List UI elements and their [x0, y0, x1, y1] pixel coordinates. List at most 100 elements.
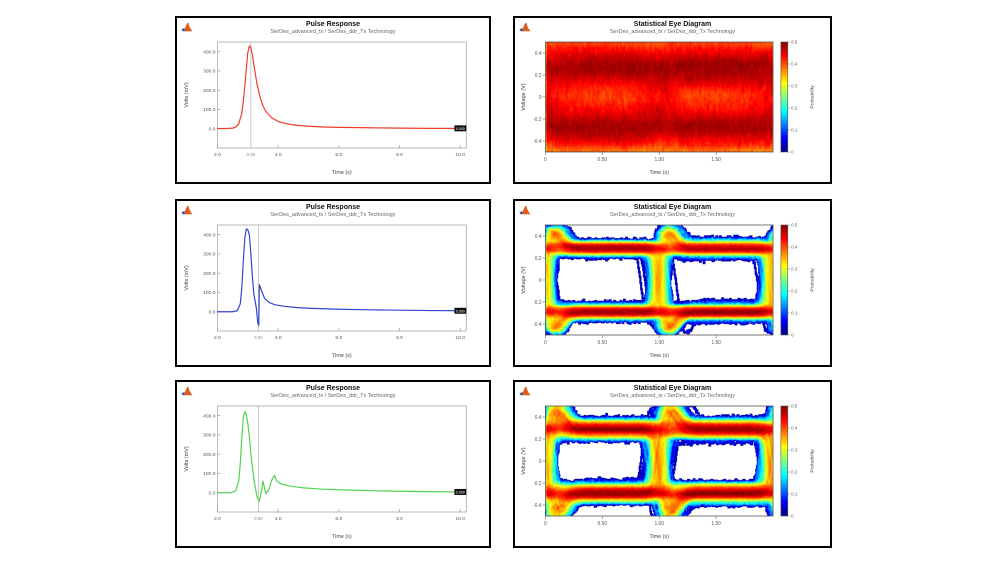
svg-text:Voltage (V): Voltage (V) — [521, 447, 527, 474]
svg-text:0: 0 — [544, 521, 547, 527]
svg-text:0: 0 — [791, 333, 794, 338]
panel-eye-diagram-2: Statistical Eye Diagram SerDes_advanced_… — [513, 199, 832, 367]
svg-text:10.0: 10.0 — [455, 152, 465, 158]
svg-text:0.1: 0.1 — [791, 492, 798, 497]
svg-text:Time (s): Time (s) — [649, 534, 669, 540]
svg-text:0.00: 0.00 — [254, 516, 263, 521]
matlab-logo-icon — [181, 386, 193, 396]
chart-subtitle: SerDes_advanced_tx / SerDes_ddr_Tx Techn… — [610, 212, 735, 219]
svg-text:0.50: 0.50 — [598, 340, 608, 346]
svg-text:Volts (mV): Volts (mV) — [184, 82, 190, 107]
svg-text:0.2: 0.2 — [535, 73, 542, 79]
svg-text:0.50: 0.50 — [598, 521, 608, 527]
panel-pulse-response-3: Pulse Response SerDes_advanced_tx / SerD… — [175, 380, 491, 548]
svg-text:Probability: Probability — [809, 268, 815, 292]
svg-text:1.50: 1.50 — [711, 521, 721, 527]
svg-text:400.0: 400.0 — [203, 232, 216, 238]
svg-text:0: 0 — [791, 150, 794, 155]
svg-text:0.2: 0.2 — [791, 470, 798, 475]
svg-text:0.2: 0.2 — [791, 289, 798, 294]
svg-text:-0.4: -0.4 — [533, 139, 542, 145]
svg-text:0.4: 0.4 — [791, 62, 798, 67]
panel-pulse-response-1: Pulse Response SerDes_advanced_tx / SerD… — [175, 16, 491, 184]
svg-text:Probability: Probability — [809, 85, 815, 109]
chart-title: Statistical Eye Diagram — [633, 204, 712, 211]
svg-text:2.0: 2.0 — [214, 152, 221, 158]
svg-text:1.00: 1.00 — [654, 521, 664, 527]
svg-text:1.00: 1.00 — [654, 157, 664, 163]
svg-text:2.0: 2.0 — [214, 335, 221, 341]
svg-text:0.5: 0.5 — [791, 223, 798, 228]
svg-text:Volts (mV): Volts (mV) — [184, 265, 190, 290]
svg-text:0.3: 0.3 — [791, 84, 798, 89]
chart-subtitle: SerDes_advanced_tx / SerDes_ddr_Tx Techn… — [270, 212, 396, 219]
svg-text:Time (s): Time (s) — [332, 170, 352, 176]
svg-text:0.3: 0.3 — [791, 448, 798, 453]
svg-text:4.0: 4.0 — [275, 152, 282, 158]
svg-text:0.3: 0.3 — [791, 267, 798, 272]
svg-text:-0.2: -0.2 — [533, 481, 542, 487]
svg-text:Time (s): Time (s) — [332, 353, 352, 359]
svg-text:6.0: 6.0 — [335, 516, 342, 522]
chart-title: Pulse Response — [305, 204, 361, 211]
matlab-logo-icon — [519, 205, 531, 215]
svg-text:0.0: 0.0 — [209, 491, 216, 497]
svg-text:Volts (mV): Volts (mV) — [184, 446, 190, 471]
pulse-response-plot-3: 400.0 300.0 200.0 100.0 0.0 2.0 4.0 6.0 8.0 10.0 0… — [184, 405, 467, 540]
svg-text:8.0: 8.0 — [396, 335, 403, 341]
svg-text:Time (s): Time (s) — [332, 534, 352, 540]
pulse-response-plot-1: 400.0 300.0 200.0 100.0 0.0 2.0 4.0 6.0 8.0 10.0 0… — [184, 41, 467, 176]
svg-text:Voltage (V): Voltage (V) — [521, 83, 527, 110]
svg-text:0: 0 — [539, 278, 542, 284]
svg-text:1.50: 1.50 — [711, 340, 721, 346]
svg-text:0: 0 — [791, 514, 794, 519]
svg-text:0.5: 0.5 — [791, 404, 798, 409]
svg-text:0.2: 0.2 — [535, 256, 542, 262]
svg-text:100.0: 100.0 — [203, 471, 216, 477]
svg-text:4.0: 4.0 — [275, 335, 282, 341]
svg-text:0.2: 0.2 — [791, 106, 798, 111]
matlab-logo-icon — [181, 205, 193, 215]
svg-text:8.0: 8.0 — [396, 152, 403, 158]
svg-text:6.0: 6.0 — [335, 152, 342, 158]
svg-text:0: 0 — [544, 157, 547, 163]
svg-text:300.0: 300.0 — [203, 252, 216, 258]
svg-text:0.00: 0.00 — [254, 335, 263, 340]
svg-text:8.0: 8.0 — [396, 516, 403, 522]
svg-text:Time (s): Time (s) — [649, 170, 669, 176]
panel-eye-diagram-3: Statistical Eye Diagram SerDes_advanced_… — [513, 380, 832, 548]
svg-text:200.0: 200.0 — [203, 452, 216, 458]
matlab-logo-icon — [181, 22, 193, 32]
svg-text:-0.4: -0.4 — [533, 503, 542, 509]
chart-subtitle: SerDes_advanced_tx / SerDes_ddr_Tx Techn… — [610, 393, 735, 400]
svg-text:0.4: 0.4 — [791, 426, 798, 431]
chart-title: Pulse Response — [305, 385, 361, 392]
chart-subtitle: SerDes_advanced_tx / SerDes_ddr_Tx Techn… — [610, 29, 735, 36]
svg-text:0.000: 0.000 — [456, 309, 465, 313]
svg-text:0.4: 0.4 — [535, 415, 542, 421]
chart-title: Statistical Eye Diagram — [633, 21, 712, 28]
matlab-logo-icon — [519, 22, 531, 32]
svg-text:10.0: 10.0 — [455, 516, 465, 522]
svg-text:0.50: 0.50 — [598, 157, 608, 163]
svg-text:-0.2: -0.2 — [533, 117, 542, 123]
svg-text:0.00: 0.00 — [247, 152, 256, 157]
svg-text:Voltage (V): Voltage (V) — [521, 266, 527, 293]
svg-text:0.0: 0.0 — [209, 310, 216, 316]
chart-title: Statistical Eye Diagram — [633, 385, 712, 392]
svg-text:Time (s): Time (s) — [649, 353, 669, 359]
svg-text:400.0: 400.0 — [203, 413, 216, 419]
svg-text:4.0: 4.0 — [275, 516, 282, 522]
matlab-logo-icon — [519, 386, 531, 396]
svg-text:1.50: 1.50 — [711, 157, 721, 163]
svg-text:-0.4: -0.4 — [533, 322, 542, 328]
svg-text:0.2: 0.2 — [535, 437, 542, 443]
chart-subtitle: SerDes_advanced_tx / SerDes_ddr_Tx Techn… — [270, 29, 396, 36]
svg-text:0: 0 — [539, 95, 542, 101]
svg-text:0.000: 0.000 — [456, 127, 465, 131]
svg-text:0: 0 — [539, 459, 542, 465]
svg-text:100.0: 100.0 — [203, 290, 216, 296]
svg-text:10.0: 10.0 — [455, 335, 465, 341]
